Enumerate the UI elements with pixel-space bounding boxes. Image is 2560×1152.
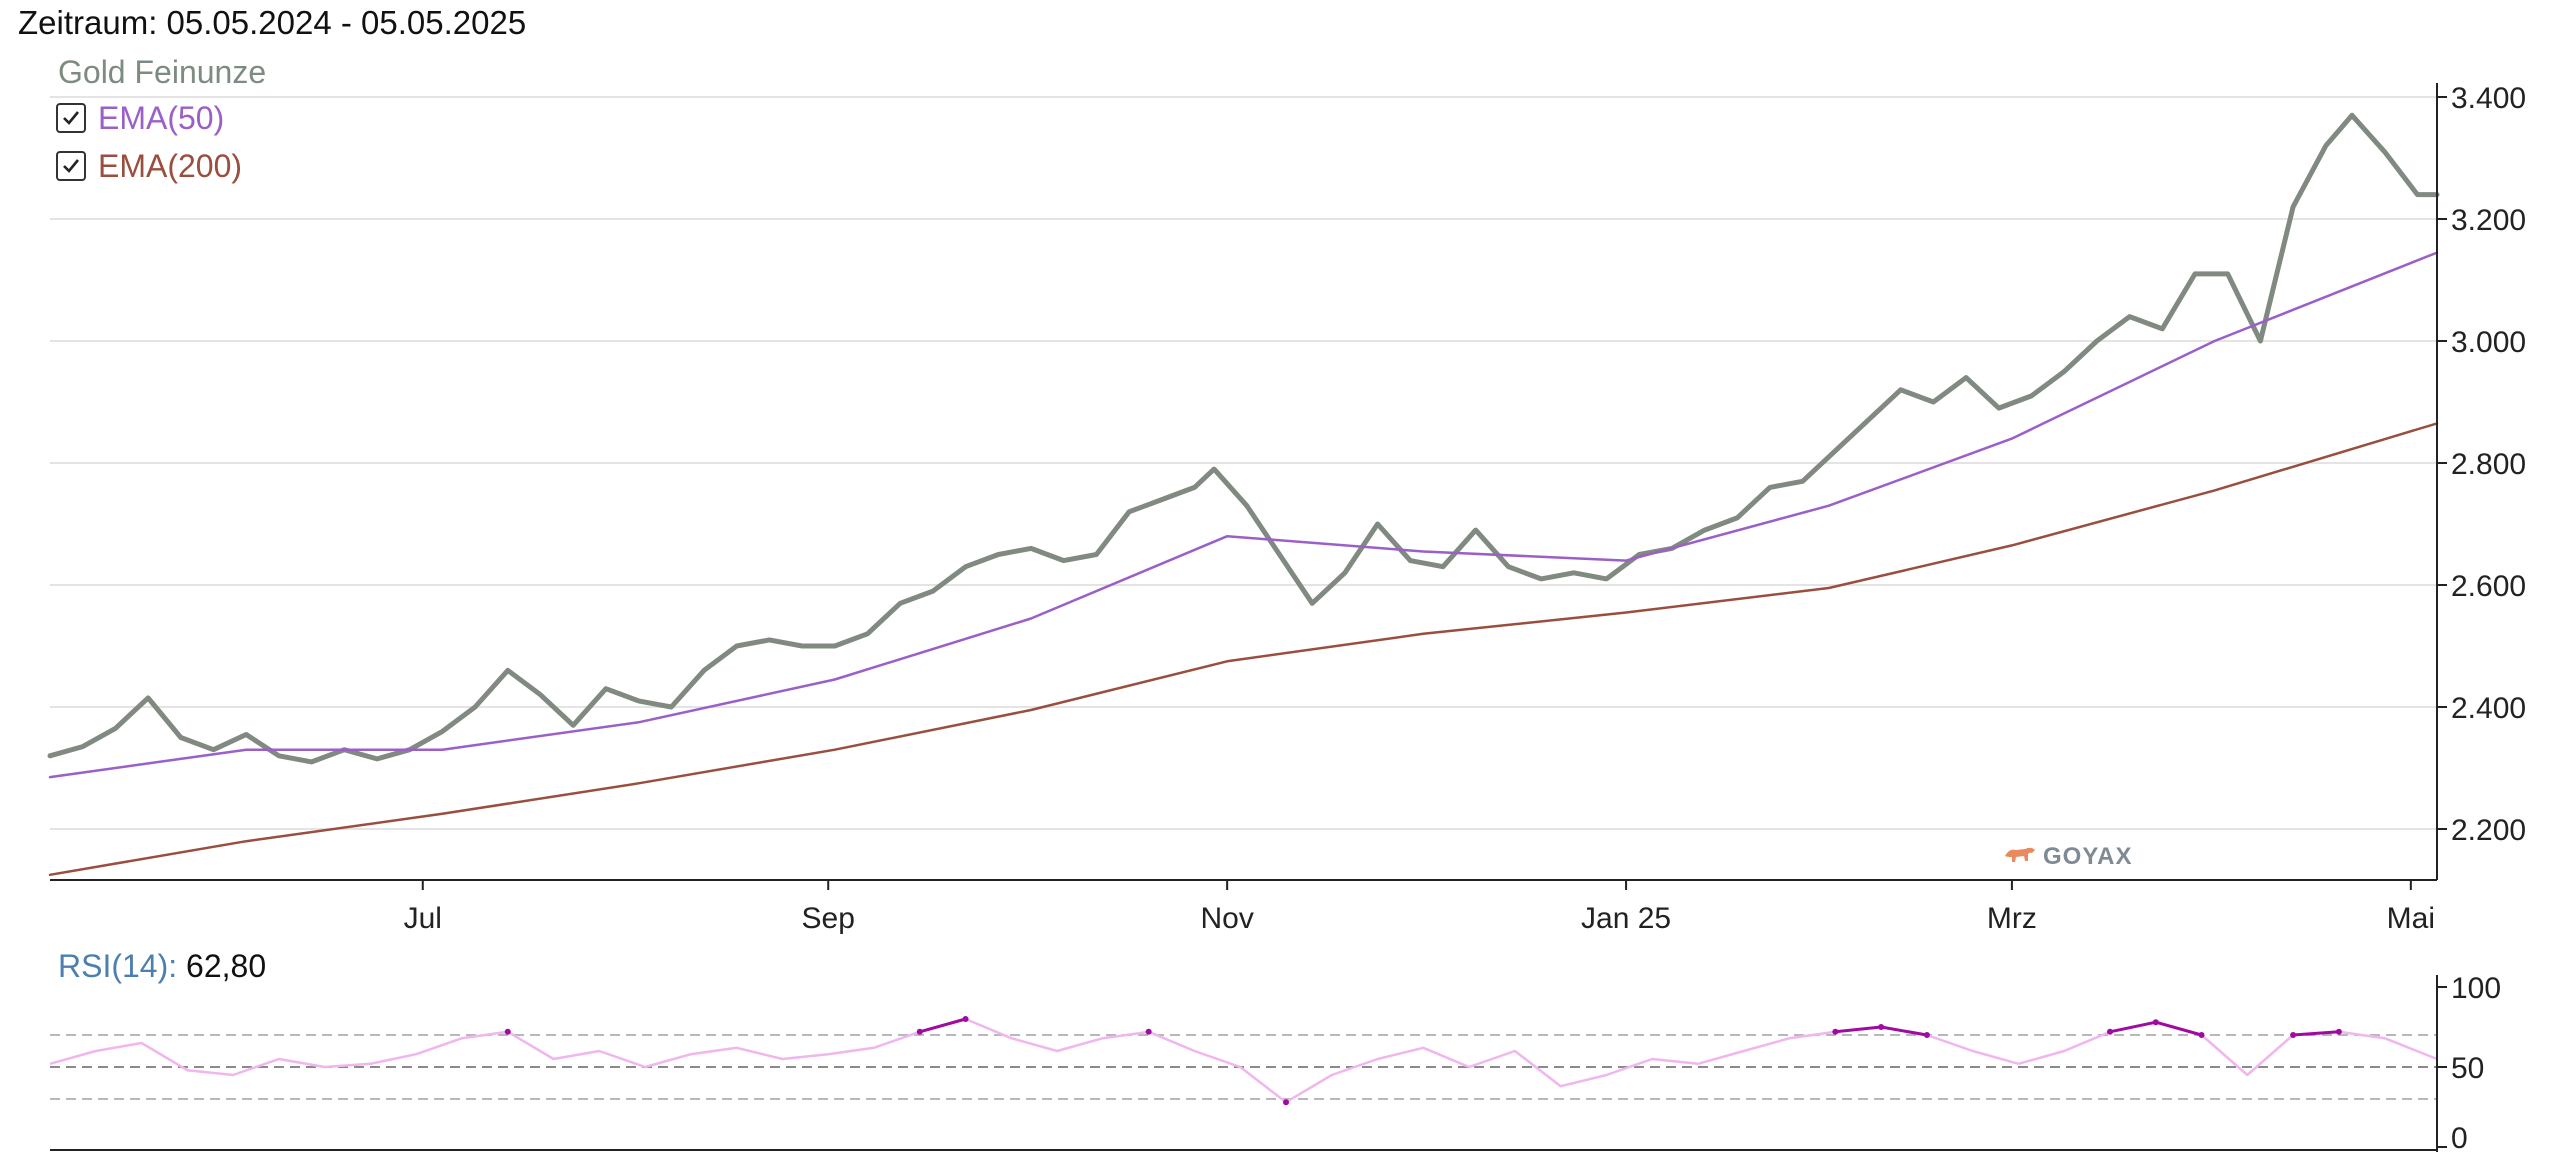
rsi-extreme-point	[962, 1016, 969, 1022]
watermark: GOYAX	[2003, 843, 2132, 871]
rsi-y-tick-label: 50	[2451, 1052, 2484, 1085]
x-tick-label: Jan 25	[1581, 902, 1671, 935]
series-line-ema-200	[48, 422, 2439, 877]
rsi-extreme-point	[916, 1028, 923, 1035]
rsi-name: RSI(14):	[58, 948, 178, 984]
y-tick-label: 3.000	[2451, 326, 2526, 359]
y-tick-label: 2.800	[2451, 448, 2526, 481]
legend-ema200-toggle[interactable]: EMA(200)	[56, 146, 242, 186]
x-tick-label: Sep	[802, 902, 855, 935]
rsi-extreme-point	[2107, 1028, 2114, 1035]
rsi-extreme-segment	[1880, 1025, 1928, 1037]
rsi-extreme-point	[1832, 1028, 1839, 1035]
watermark-text: GOYAX	[2043, 843, 2133, 870]
rsi-chart	[49, 1016, 2438, 1106]
rsi-extreme-point	[1878, 1024, 1885, 1030]
rsi-extreme-point	[2290, 1032, 2297, 1038]
rsi-y-tick-label: 100	[2451, 972, 2501, 1005]
x-tick-label: Nov	[1200, 902, 1253, 935]
bull-icon	[2003, 844, 2037, 871]
legend-ema50-toggle[interactable]: EMA(50)	[56, 98, 224, 138]
rsi-extreme-point	[2152, 1019, 2159, 1026]
rsi-label: RSI(14): 62,80	[58, 948, 266, 985]
rsi-extreme-segment	[919, 1017, 966, 1034]
series-line-ema-50	[48, 251, 2439, 779]
rsi-extreme-point	[2335, 1028, 2342, 1035]
rsi-extreme-segment	[2109, 1020, 2157, 1034]
rsi-extreme-point	[504, 1028, 511, 1035]
grid	[50, 96, 2437, 830]
period-label: Zeitraum: 05.05.2024 - 05.05.2025	[18, 4, 527, 41]
rsi-extreme-point	[1145, 1028, 1152, 1035]
checkbox-checked-icon[interactable]	[56, 103, 86, 133]
x-tick-label: Jul	[404, 902, 442, 935]
y-tick-label: 3.400	[2451, 82, 2526, 115]
legend-ema200-label: EMA(200)	[98, 147, 243, 184]
y-tick-label: 3.200	[2451, 204, 2526, 237]
y-tick-label: 2.400	[2451, 692, 2526, 725]
instrument-name: Gold Feinunze	[58, 54, 267, 90]
rsi-extreme-point	[2198, 1032, 2205, 1038]
series-line-gold-feinunze	[47, 112, 2440, 765]
series-layer	[47, 112, 2440, 877]
rsi-y-tick-label: 0	[2451, 1122, 2468, 1152]
rsi-line	[49, 1017, 2438, 1104]
rsi-extreme-point	[1923, 1032, 1930, 1038]
rsi-extreme-segment	[2293, 1030, 2340, 1037]
checkbox-checked-icon[interactable]	[56, 151, 86, 181]
y-tick-label: 2.600	[2451, 570, 2526, 603]
legend-ema50-label: EMA(50)	[98, 99, 225, 136]
x-tick-label: Mai	[2387, 902, 2435, 935]
rsi-extreme-segment	[1835, 1025, 1882, 1034]
axes: 2.200 2.400 2.600 2.800 3.000 3.200 3.400 Jul Se…	[50, 82, 2526, 1152]
rsi-value: 62,80	[186, 948, 267, 984]
x-tick-label: Mrz	[1987, 902, 2037, 935]
rsi-extreme-segment	[2155, 1020, 2202, 1037]
y-tick-label: 2.200	[2451, 814, 2526, 847]
rsi-extreme-point	[1283, 1099, 1290, 1106]
